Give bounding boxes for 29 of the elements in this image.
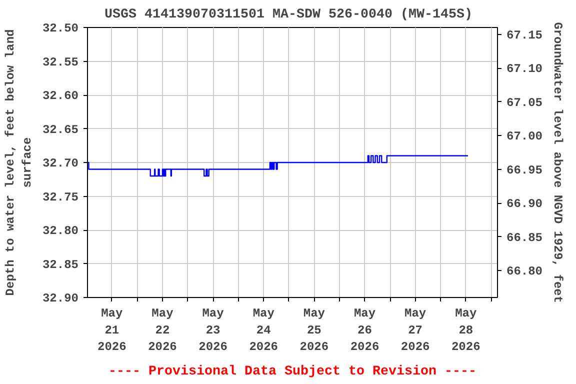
y-tick-label: 32.65: [42, 122, 79, 137]
x-tick-label: May 22 2026: [148, 306, 177, 354]
chart-title: USGS 414139070311501 MA-SDW 526-0040 (MW-145S): [104, 8, 472, 22]
y-tick-label: 32.75: [42, 190, 79, 204]
y2-tick-label: 67.10: [506, 62, 543, 76]
text: ---- Provisional Data Subject to Revision ----: [108, 364, 476, 380]
y-axis-title: Depth to water level, feet below land surface: [4, 29, 34, 296]
x-tick-label: May 26 2026: [350, 306, 380, 354]
y-tick-label: 32.70: [42, 156, 79, 170]
y2-tick-label: 67.00: [506, 130, 543, 144]
y2-axis-title: Groundwater level above NGVD 1929, feet: [550, 22, 565, 303]
x-tick-label: May 23 2026: [198, 306, 228, 354]
y2-tick-label: 66.80: [506, 264, 543, 278]
x-tick-label: May 25 2026: [300, 306, 329, 354]
y2-tick-label: 67.05: [506, 96, 543, 110]
y-tick-label: 32.90: [42, 292, 79, 306]
x-tick-label: May 28 2026: [451, 306, 480, 354]
x-tick-label: May 27 2026: [400, 306, 430, 354]
x-tick-label: May 24 2026: [249, 306, 278, 354]
x-tick-label: May 21 2026: [98, 306, 126, 354]
y-tick-label: 32.55: [42, 55, 79, 70]
y2-tick-label: 67.15: [506, 28, 543, 42]
y-tick-label: 32.80: [42, 224, 79, 238]
y-tick-label: 32.50: [42, 22, 79, 36]
y-tick-label: 32.85: [42, 258, 79, 272]
y2-tick-label: 66.95: [506, 163, 543, 178]
y-tick-label: 32.60: [42, 89, 79, 103]
y2-tick-label: 66.90: [506, 197, 543, 211]
y2-tick-label: 66.85: [506, 230, 543, 245]
